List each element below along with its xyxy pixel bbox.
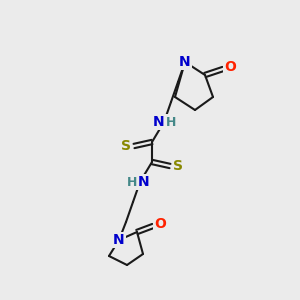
Text: S: S bbox=[173, 159, 183, 173]
Text: H: H bbox=[127, 176, 137, 188]
Text: N: N bbox=[153, 115, 165, 129]
Text: N: N bbox=[179, 55, 191, 69]
Text: O: O bbox=[224, 60, 236, 74]
Text: N: N bbox=[138, 175, 150, 189]
Text: H: H bbox=[166, 116, 176, 128]
Text: O: O bbox=[154, 217, 166, 231]
Text: N: N bbox=[113, 233, 125, 247]
Text: S: S bbox=[121, 139, 131, 153]
